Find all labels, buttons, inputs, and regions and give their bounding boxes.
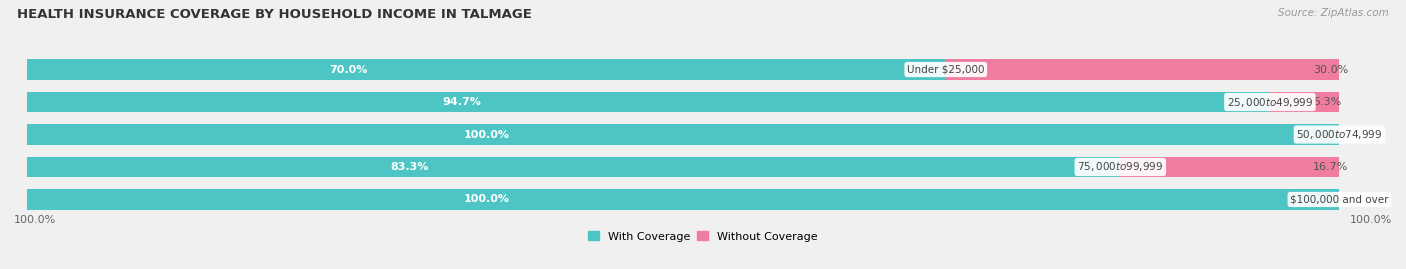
Text: 100.0%: 100.0% xyxy=(1350,215,1392,225)
Text: 94.7%: 94.7% xyxy=(443,97,482,107)
Bar xyxy=(1121,157,1340,177)
Bar xyxy=(1270,92,1340,112)
Text: Under $25,000: Under $25,000 xyxy=(907,65,984,75)
Text: 5.3%: 5.3% xyxy=(1313,97,1341,107)
Text: HEALTH INSURANCE COVERAGE BY HOUSEHOLD INCOME IN TALMAGE: HEALTH INSURANCE COVERAGE BY HOUSEHOLD I… xyxy=(17,8,531,21)
Bar xyxy=(27,92,1270,112)
Bar xyxy=(27,92,1340,112)
Text: 0.0%: 0.0% xyxy=(1313,194,1341,204)
Text: 30.0%: 30.0% xyxy=(1313,65,1348,75)
Text: 100.0%: 100.0% xyxy=(464,129,509,140)
Text: Source: ZipAtlas.com: Source: ZipAtlas.com xyxy=(1278,8,1389,18)
Text: $75,000 to $99,999: $75,000 to $99,999 xyxy=(1077,161,1163,174)
Bar xyxy=(27,189,1340,210)
Text: 0.0%: 0.0% xyxy=(1313,129,1341,140)
Bar xyxy=(27,157,1340,177)
Text: 70.0%: 70.0% xyxy=(329,65,368,75)
Bar xyxy=(946,59,1340,80)
Legend: With Coverage, Without Coverage: With Coverage, Without Coverage xyxy=(583,227,823,246)
Text: $50,000 to $74,999: $50,000 to $74,999 xyxy=(1296,128,1382,141)
Text: $100,000 and over: $100,000 and over xyxy=(1291,194,1389,204)
Bar xyxy=(27,125,1340,144)
Bar xyxy=(27,59,1340,80)
Text: 100.0%: 100.0% xyxy=(464,194,509,204)
Bar xyxy=(27,157,1121,177)
Text: $25,000 to $49,999: $25,000 to $49,999 xyxy=(1227,95,1313,108)
Bar xyxy=(27,59,946,80)
Bar xyxy=(27,189,1340,210)
Text: 16.7%: 16.7% xyxy=(1313,162,1348,172)
Text: 100.0%: 100.0% xyxy=(14,215,56,225)
Bar xyxy=(27,125,1340,144)
Text: 83.3%: 83.3% xyxy=(391,162,429,172)
